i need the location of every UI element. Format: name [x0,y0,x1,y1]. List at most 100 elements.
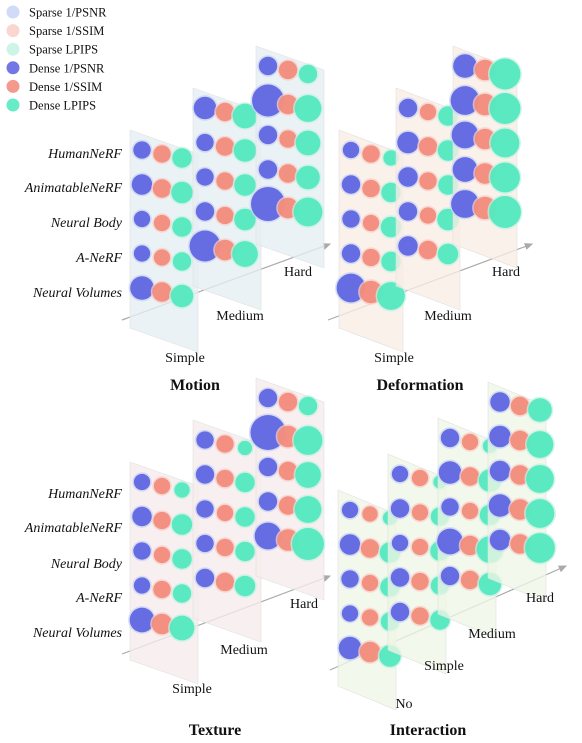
dense-dot [489,93,521,124]
dense-dot [151,613,173,635]
dense-dot [390,602,410,622]
dense-dot [525,533,555,563]
dense-dot [133,542,151,560]
dense-dot [278,164,298,183]
dense-dot [342,210,360,228]
dense-dot [171,514,193,535]
panel-simple [128,461,199,685]
dense-dot [278,496,298,515]
dense-dot [526,431,554,458]
dense-dot [292,528,324,560]
chart-title: Interaction [390,722,467,739]
dense-dot [258,160,278,179]
dense-dot [362,248,380,267]
dense-dot [362,214,380,232]
chart-title: Texture [189,722,241,739]
dense-dot [215,572,235,592]
dense-dot [216,206,234,225]
level-label-hard: Hard [526,591,554,606]
dense-dot [196,500,214,518]
dense-dot [195,465,215,484]
dense-dot [237,440,253,456]
dense-dot [171,181,193,204]
method-label-bottom-neural-body: Neural Body [50,557,123,572]
dense-dot [339,534,361,555]
panel-simple [128,129,199,353]
dense-dot [215,137,235,156]
dense-dot [129,607,155,633]
method-label-top-a-nerf: A-NeRF [75,251,122,266]
legend-label-sparse-1-ssim: Sparse 1/SSIM [29,24,104,38]
dense-dot [252,84,284,117]
dense-dot [133,210,151,228]
dense-dot [251,187,285,221]
method-label-top-neural-body: Neural Body [50,216,123,231]
dense-dot [359,641,381,663]
panel-medium [395,87,461,311]
dense-dot [189,230,221,262]
chart-motion: Simple Medium Hard Motion [121,45,332,394]
dense-dot [341,570,359,588]
level-label-medium: Medium [216,309,264,324]
dense-dot [398,236,418,256]
dense-dot [133,473,151,491]
legend-label-dense-lpips: Dense LPIPS [29,99,96,113]
dense-dot [172,549,192,569]
dense-dot [460,535,480,556]
legend-label-sparse-lpips: Sparse LPIPS [29,43,98,57]
dense-dot [390,568,410,587]
dense-dot [153,511,171,530]
dense-dot [398,202,418,221]
dense-dot [294,95,322,122]
dense-dot [411,607,429,625]
dense-dot [232,103,258,129]
dense-dot [418,240,438,260]
dense-dot [361,574,379,592]
dense-dot [195,568,215,588]
dense-dot [489,425,511,448]
dense-dot [391,534,409,552]
dense-dot [172,148,192,168]
dense-dot [418,137,438,156]
method-label-top-neural-volumes: Neural Volumes [32,286,123,301]
dense-dot [153,145,171,163]
panel-hard [248,377,326,601]
dense-dot [391,465,409,483]
dense-dot [411,469,429,487]
dense-dot [338,636,362,660]
dense-dot [294,496,322,523]
level-label-medium: Medium [468,627,516,642]
dense-dot [440,428,460,448]
dense-dot [510,396,530,416]
dense-dot [460,570,480,590]
dense-dot [258,388,278,408]
dense-dot [152,282,172,302]
dense-dot [278,392,298,412]
dense-dot [341,605,359,622]
dense-dot [195,202,215,221]
dense-dot [193,96,217,120]
legend: Sparse 1/PSNR Sparse 1/SSIM Sparse LPIPS De… [6,5,107,113]
charts: Simple Medium Hard Motion Simple Medium Hard De… [121,45,568,739]
dense-dot [279,130,297,148]
method-label-bottom-a-nerf: A-NeRF [75,591,122,606]
dense-dot [453,54,477,78]
dense-dot [510,430,530,451]
dense-dot [528,398,552,422]
dense-dot [419,103,437,121]
dense-dot [451,190,479,218]
legend-label-dense-1-psnr: Dense 1/PSNR [29,61,105,75]
dense-dot [214,239,236,261]
level-label-simple: Simple [165,351,205,366]
dense-dot [216,538,234,557]
dense-dot [131,174,153,195]
dense-dot [341,175,361,194]
dense-dot [438,461,462,484]
dense-dot [361,609,379,626]
dense-dot [234,575,256,597]
dense-dot [489,58,521,90]
dense-dot [295,130,321,156]
dense-dot [232,241,258,267]
dense-dot [489,196,521,228]
